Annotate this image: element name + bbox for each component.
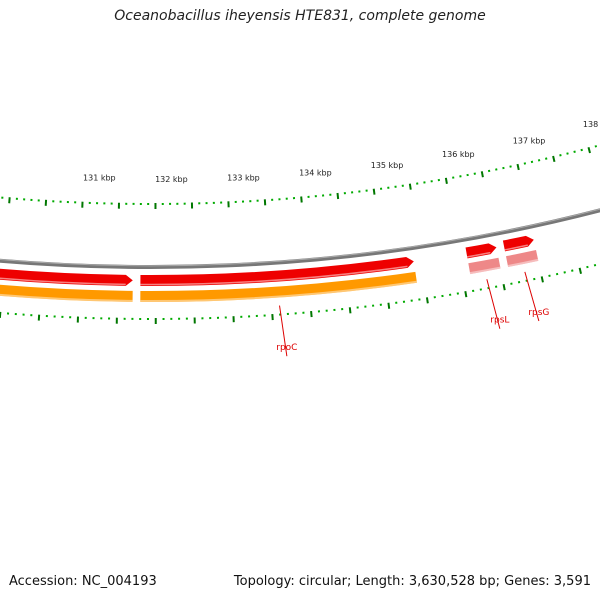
scale-label: 137 kbp — [513, 137, 546, 146]
gene-block-rpoB — [0, 284, 133, 302]
gene-block-shine — [140, 280, 417, 302]
gene-block-shine — [469, 266, 501, 275]
outer-tick — [425, 297, 429, 304]
inner-tick — [408, 183, 412, 190]
gene-arrow-rpoC — [140, 256, 414, 287]
gene-block-rpsL — [468, 257, 501, 275]
gene-arrow-rpoB — [0, 268, 133, 286]
feature-layer — [0, 235, 539, 303]
gene-block-rpoC — [140, 271, 417, 303]
inner-tick — [516, 163, 520, 171]
scale-label: 138 kbp — [583, 120, 600, 129]
gene-block-shine — [0, 293, 133, 302]
gene-arrow-shine — [0, 277, 126, 286]
label-layer: 131 kbp 132 kbp 133 kbp 134 kbp 135 kbp 136 k… — [83, 120, 600, 357]
backbone-highlight — [0, 208, 600, 267]
gene-arrow-shine — [467, 251, 491, 258]
gene-arrow-shine — [504, 244, 528, 251]
scale-label: 136 kbp — [442, 150, 475, 159]
outer-tick — [502, 284, 506, 291]
outer-tick — [578, 267, 582, 274]
inner-tick — [372, 188, 376, 195]
gene-label-rpsG: rpsG — [528, 308, 549, 318]
scale-label: 134 kbp — [299, 169, 332, 178]
tick-layer — [0, 145, 598, 324]
outer-tick — [310, 311, 313, 318]
genome-summary: Topology: circular; Length: 3,630,528 bp… — [233, 574, 591, 589]
scale-label: 131 kbp — [83, 174, 116, 183]
outer-tick — [387, 302, 391, 309]
outer-tick — [348, 307, 352, 314]
inner-tick — [336, 192, 340, 200]
inner-tick — [444, 177, 448, 184]
inner-tick — [552, 155, 556, 163]
outer-tick — [540, 276, 544, 283]
scale-label: 135 kbp — [371, 161, 404, 170]
gene-arrow-rpsL — [465, 243, 497, 259]
gene-block-rpsG — [505, 250, 539, 268]
outer-tick — [464, 291, 468, 298]
inner-tick — [580, 148, 583, 152]
gene-label-rpsL: rpsL — [490, 316, 509, 326]
gene-arrow-shine — [140, 265, 408, 286]
scale-label: 132 kbp — [155, 175, 188, 184]
backbone-arc — [0, 208, 600, 269]
gene-arrow-rpsG — [502, 235, 534, 252]
backbone-layer — [0, 208, 600, 269]
inner-tick — [587, 146, 591, 154]
gene-label-rpoC: rpoC — [276, 343, 297, 353]
scale-label: 133 kbp — [227, 173, 260, 182]
inner-tick — [594, 145, 598, 148]
inner-tick — [300, 196, 303, 203]
accession-label: Accession: NC_004193 — [9, 574, 157, 589]
gene-leader-line — [279, 305, 288, 357]
map-title: Oceanobacillus iheyensis HTE831, complet… — [114, 8, 486, 24]
gene-block-shine — [507, 258, 539, 268]
gene-leader-line — [524, 271, 540, 322]
inner-tick — [480, 171, 484, 178]
gene-leader-line — [486, 279, 501, 329]
